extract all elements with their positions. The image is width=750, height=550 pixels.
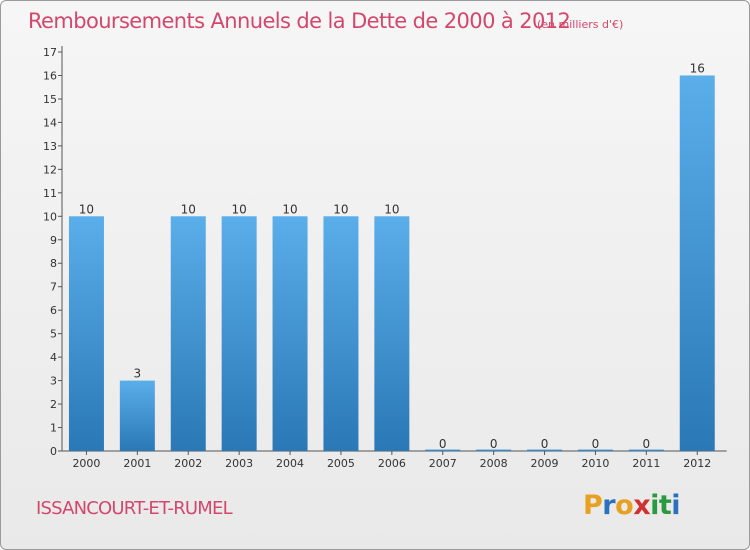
x-tick-label-2005: 2005 — [327, 457, 355, 470]
logo-letter: i — [671, 490, 681, 521]
bar-2002[interactable] — [170, 216, 206, 451]
data-label-2006: 10 — [384, 202, 399, 216]
bar-2010[interactable] — [577, 449, 613, 452]
data-label-2002: 10 — [181, 202, 196, 216]
bar-2003[interactable] — [221, 216, 257, 451]
bar-2000[interactable] — [68, 216, 104, 451]
bar-2001[interactable] — [119, 380, 155, 451]
y-tick-label: 4 — [50, 351, 57, 364]
y-tick-label: 3 — [50, 375, 57, 388]
x-tick-label-2012: 2012 — [683, 457, 711, 470]
bar-2004[interactable] — [272, 216, 308, 451]
y-tick-label: 2 — [50, 398, 57, 411]
x-tick-label-2008: 2008 — [480, 457, 508, 470]
x-tick-label-2006: 2006 — [378, 457, 406, 470]
x-tick-label-2010: 2010 — [581, 457, 609, 470]
y-tick-label: 15 — [43, 93, 57, 106]
logo-letter: x — [633, 490, 651, 521]
bar-2009[interactable] — [527, 449, 563, 452]
x-tick-label-2001: 2001 — [123, 457, 151, 470]
bar-2012[interactable] — [679, 75, 715, 452]
data-label-2007: 0 — [439, 437, 447, 451]
data-label-2003: 10 — [232, 202, 247, 216]
chart-title: Remboursements Annuels de la Dette de 20… — [28, 9, 571, 33]
y-tick-label: 9 — [50, 234, 57, 247]
bar-2005[interactable] — [323, 216, 359, 451]
y-tick-label: 5 — [50, 328, 57, 341]
y-tick-label: 7 — [50, 281, 57, 294]
y-tick-label: 0 — [50, 445, 57, 458]
data-label-2011: 0 — [643, 437, 651, 451]
proxiti-logo[interactable]: Proxiti — [583, 490, 681, 521]
y-tick-label: 1 — [50, 422, 57, 435]
y-tick-label: 6 — [50, 304, 57, 317]
data-label-2009: 0 — [541, 437, 549, 451]
data-label-2004: 10 — [282, 202, 297, 216]
y-tick-label: 10 — [43, 210, 57, 223]
chart-subtitle: (en milliers d'€) — [537, 18, 624, 31]
data-label-2000: 10 — [79, 202, 94, 216]
bar-2007[interactable] — [425, 449, 461, 452]
y-tick-label: 17 — [43, 46, 57, 59]
location-name: ISSANCOURT-ET-RUMEL — [36, 498, 233, 519]
y-tick-label: 12 — [43, 163, 57, 176]
data-label-2010: 0 — [592, 437, 600, 451]
data-label-2005: 10 — [333, 202, 348, 216]
data-label-2001: 3 — [134, 367, 142, 381]
x-tick-label-2004: 2004 — [276, 457, 304, 470]
logo-letter: P — [583, 490, 603, 521]
x-tick-label-2007: 2007 — [429, 457, 457, 470]
bar-2008[interactable] — [476, 449, 512, 452]
x-tick-label-2000: 2000 — [72, 457, 100, 470]
logo-letter: i — [650, 490, 659, 521]
x-tick-label-2002: 2002 — [174, 457, 202, 470]
y-tick-label: 16 — [43, 69, 57, 82]
y-tick-label: 11 — [43, 187, 57, 200]
logo-letter: r — [602, 490, 616, 521]
y-tick-label: 14 — [43, 116, 57, 129]
data-label-2012: 16 — [690, 61, 705, 75]
data-label-2008: 0 — [490, 437, 498, 451]
logo-letter: o — [615, 490, 634, 521]
y-tick-label: 8 — [50, 257, 57, 270]
y-tick-label: 13 — [43, 140, 57, 153]
x-tick-label-2011: 2011 — [632, 457, 660, 470]
x-tick-label-2003: 2003 — [225, 457, 253, 470]
logo-letter: t — [658, 490, 672, 521]
x-tick-label-2009: 2009 — [531, 457, 559, 470]
bar-2011[interactable] — [628, 449, 664, 452]
bar-2006[interactable] — [374, 216, 410, 451]
